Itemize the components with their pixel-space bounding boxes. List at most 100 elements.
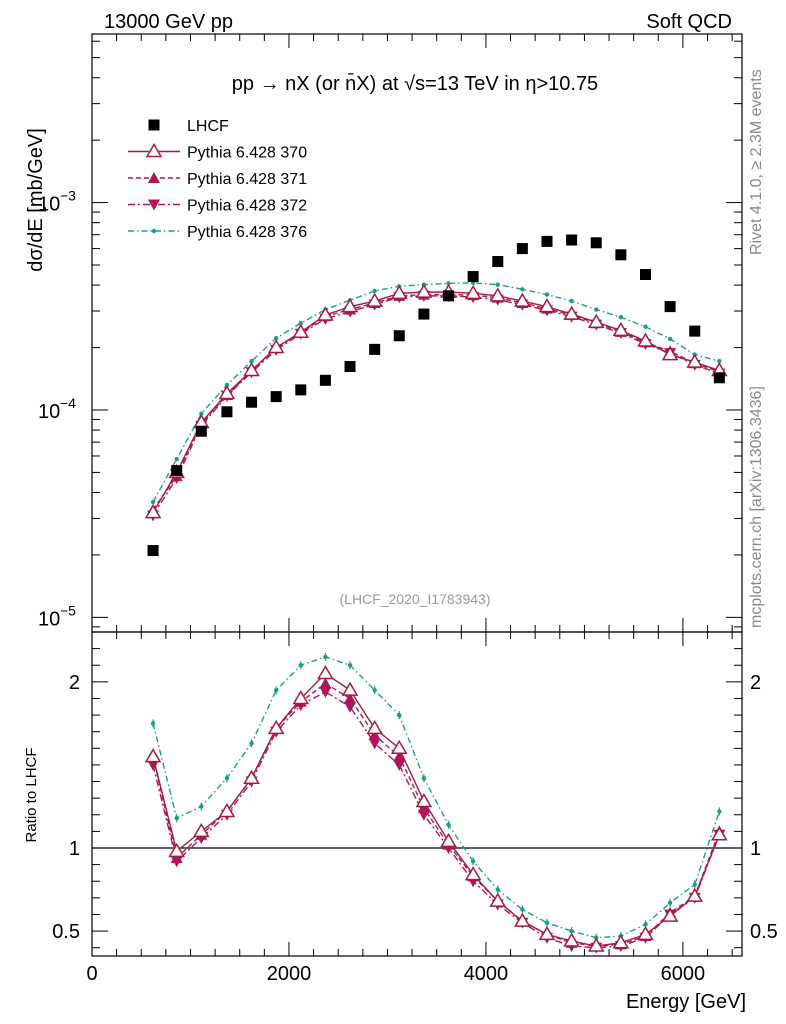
legend-marker bbox=[151, 228, 157, 234]
mc-point bbox=[563, 305, 580, 320]
ratio-point bbox=[147, 759, 160, 771]
ratio-point bbox=[569, 928, 574, 934]
ratio-point bbox=[193, 822, 210, 838]
data-point bbox=[418, 308, 430, 320]
ratio-point bbox=[298, 663, 303, 668]
ratio-point bbox=[390, 739, 408, 755]
series-line bbox=[152, 295, 720, 516]
mc-point bbox=[218, 385, 236, 400]
main-series bbox=[144, 234, 728, 557]
ratio-point bbox=[218, 802, 236, 818]
ratio-point bbox=[421, 776, 427, 781]
ratio-point bbox=[661, 907, 679, 922]
ratio-point bbox=[341, 681, 359, 696]
header-right: Soft QCD bbox=[646, 11, 732, 33]
mc-point bbox=[594, 307, 599, 312]
mc-point bbox=[199, 411, 204, 416]
data-point bbox=[713, 372, 725, 384]
mc-point bbox=[273, 335, 279, 341]
ratio-point bbox=[563, 932, 580, 947]
legend-marker bbox=[148, 172, 160, 183]
ratio-plot-frame bbox=[91, 631, 743, 957]
mc-point bbox=[298, 321, 303, 326]
ratio-point bbox=[397, 712, 402, 718]
data-point bbox=[344, 361, 356, 373]
mc-point bbox=[267, 339, 285, 354]
series-line bbox=[152, 282, 720, 503]
data-point bbox=[467, 271, 479, 283]
ratio-point bbox=[344, 692, 357, 704]
mc-point bbox=[489, 287, 507, 302]
ratio-point bbox=[637, 925, 654, 941]
data-point bbox=[147, 545, 159, 557]
ratio-tick-label: 2 bbox=[750, 672, 761, 694]
mc-point bbox=[144, 504, 162, 519]
data-point bbox=[689, 325, 701, 337]
y-tick-exponent: −3 bbox=[60, 188, 76, 204]
ratio-point bbox=[319, 686, 332, 698]
ratio-point bbox=[643, 922, 648, 927]
series-line bbox=[152, 291, 720, 513]
mc-point bbox=[243, 362, 260, 377]
mc-point bbox=[612, 321, 630, 337]
mc-point bbox=[415, 283, 433, 298]
ratio-point bbox=[440, 832, 457, 848]
mc-point bbox=[514, 292, 531, 307]
y-tick-label: 10 bbox=[38, 608, 60, 630]
ratio-point bbox=[366, 719, 383, 735]
ratio-point bbox=[224, 776, 230, 781]
mc-point bbox=[292, 323, 310, 339]
data-point bbox=[615, 249, 627, 261]
data-point bbox=[566, 234, 578, 246]
mc-point bbox=[587, 313, 605, 328]
rivet-version-text: Rivet 4.1.0, ≥ 2.3M events bbox=[748, 69, 765, 255]
ratio-point bbox=[273, 687, 279, 693]
legend-label: Pythia 6.428 370 bbox=[187, 145, 307, 162]
ratio-point bbox=[464, 866, 482, 881]
axis-ticks bbox=[91, 34, 742, 956]
ratio-point bbox=[514, 912, 531, 927]
data-point bbox=[639, 269, 651, 281]
legend-marker bbox=[148, 199, 160, 211]
ratio-point bbox=[249, 741, 254, 746]
ratio-point bbox=[323, 654, 328, 660]
ratio-point bbox=[317, 665, 334, 680]
y-axis-label: dσ/dE [mb/GeV] bbox=[25, 128, 47, 272]
mc-point bbox=[538, 298, 556, 313]
mc-point bbox=[446, 281, 451, 286]
mc-point bbox=[544, 292, 550, 297]
mc-point bbox=[717, 358, 722, 364]
ratio-point bbox=[538, 925, 556, 941]
ratio-point bbox=[417, 802, 430, 814]
data-point bbox=[369, 343, 381, 355]
ratio-tick-label: 1 bbox=[750, 838, 761, 860]
ratio-point bbox=[170, 851, 183, 863]
legend-marker bbox=[145, 143, 163, 158]
y-tick-exponent: −5 bbox=[60, 602, 76, 618]
ratio-point bbox=[489, 892, 507, 907]
ratio-point bbox=[319, 677, 332, 689]
ratio-point bbox=[717, 809, 722, 814]
mc-point bbox=[317, 306, 334, 321]
ratio-tick-label: 0.5 bbox=[52, 921, 80, 943]
mc-point bbox=[464, 284, 482, 300]
mc-point bbox=[249, 358, 254, 364]
series-line bbox=[152, 293, 720, 511]
y-tick-exponent: −4 bbox=[60, 395, 76, 411]
x-tick-label: 4000 bbox=[464, 963, 509, 985]
data-point bbox=[295, 384, 307, 396]
data-point bbox=[492, 255, 504, 267]
mc-point bbox=[637, 332, 654, 347]
ratio-point bbox=[612, 934, 630, 949]
ratio-point bbox=[686, 887, 704, 902]
ratio-point bbox=[168, 842, 186, 858]
x-axis-label: Energy [GeV] bbox=[626, 991, 746, 1013]
ratio-point bbox=[667, 900, 673, 906]
legend-label: Pythia 6.428 372 bbox=[187, 198, 307, 215]
ratio-point bbox=[692, 882, 697, 887]
y-tick-label: 10 bbox=[38, 194, 60, 216]
ratio-tick-label: 0.5 bbox=[750, 921, 778, 943]
data-point bbox=[516, 243, 528, 255]
data-point bbox=[319, 374, 331, 386]
